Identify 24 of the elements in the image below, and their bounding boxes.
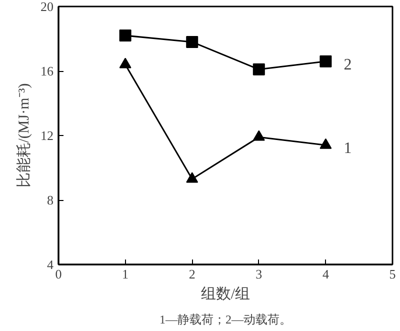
series-label: 1 [344,140,352,158]
point [186,172,198,183]
y-axis-title: 比能耗/(MJ·m⁻³) [16,83,32,188]
point [320,55,332,68]
point [320,138,332,149]
text: 1—静载荷；2—动载荷。 [160,312,292,326]
series-label: 2 [344,56,352,74]
y-tick-label: 20 [40,0,54,14]
x-tick-label: 5 [389,266,396,282]
point [252,63,265,76]
point [119,30,132,42]
x-tick-label: 0 [55,266,62,282]
y-tick-label: 12 [40,128,54,143]
y-tick-label: 4 [47,257,54,272]
x-tick-label: 4 [322,266,330,282]
point [186,36,198,48]
point [252,130,265,141]
y-tick-label: 16 [40,64,54,78]
x-tick-label: 2 [188,266,196,282]
point [119,58,132,68]
y-tick-label: 8 [47,192,54,208]
x-tick-label: 1 [122,266,129,282]
x-axis-title: 组数/组 [200,286,250,302]
x-tick-label: 3 [256,266,262,282]
